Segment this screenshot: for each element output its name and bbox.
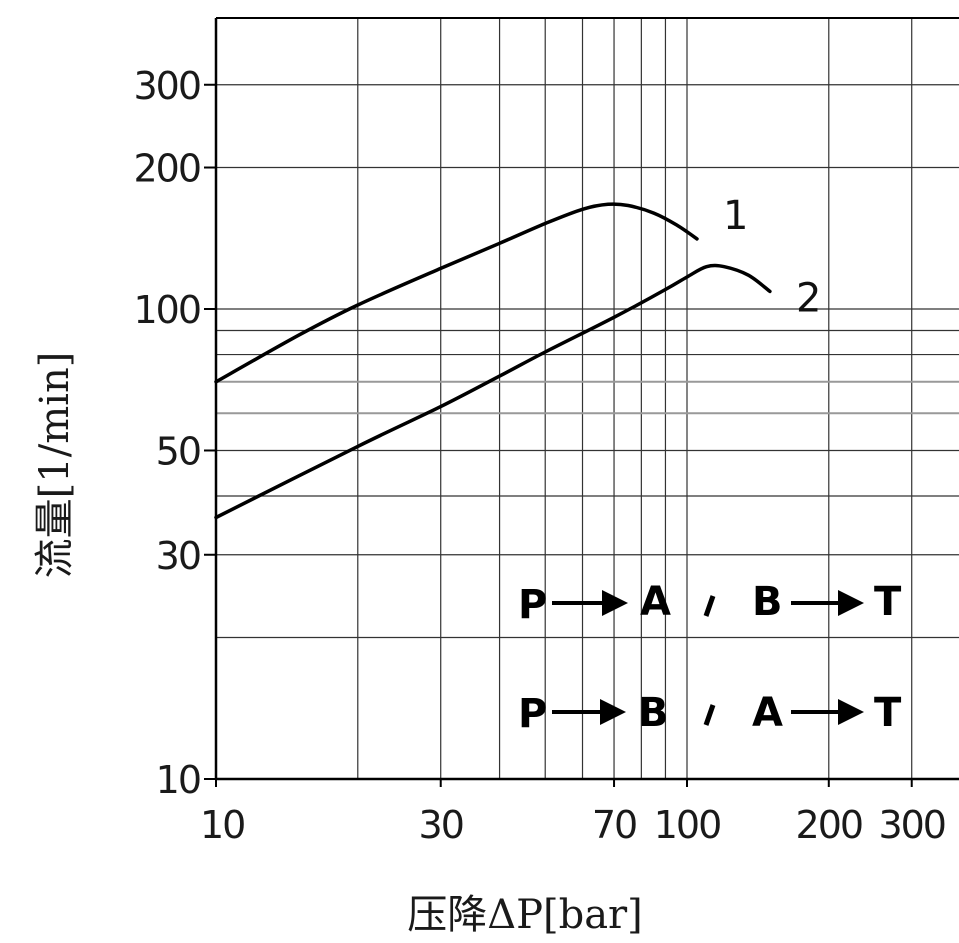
y-tick-label: 50: [156, 429, 200, 473]
tick-labels: 10 30 70 100 200 300 10 30 50 100 200 300: [133, 64, 947, 847]
series-line-2: [214, 263, 772, 520]
x-tick-label: 100: [654, 803, 721, 847]
port-label: P: [518, 691, 547, 737]
y-tick-label: 200: [133, 147, 200, 191]
y-axis-title: 流量[1/min]: [32, 352, 78, 579]
y-tick-label: 30: [156, 534, 200, 578]
arrow-head-icon: [600, 699, 626, 725]
grid: [214, 17, 959, 781]
separator-slash: [703, 595, 716, 617]
port-label: A: [752, 690, 783, 736]
x-tick-label: 30: [419, 803, 463, 847]
port-label: P: [518, 582, 547, 628]
arrow-head-icon: [838, 699, 864, 725]
port-label: T: [874, 579, 902, 625]
series-label-2: 2: [796, 275, 821, 321]
flow-annotation-1: P A B T: [518, 579, 902, 628]
x-axis-title: 压降ΔP[bar]: [407, 892, 643, 938]
port-label: A: [640, 579, 671, 625]
x-tick-label: 300: [878, 803, 945, 847]
y-tick-label: 100: [133, 288, 200, 332]
x-tick-label: 70: [592, 803, 636, 847]
y-tick-label: 300: [133, 64, 200, 108]
separator-slash: [703, 704, 716, 726]
flow-annotation-2: P B A T: [518, 690, 902, 737]
x-tick-label: 10: [200, 803, 244, 847]
y-tick-label: 10: [156, 758, 200, 802]
port-label: B: [638, 690, 669, 736]
x-tick-label: 200: [796, 803, 863, 847]
arrow-head-icon: [602, 590, 628, 616]
port-label: B: [752, 579, 783, 625]
curves: [214, 202, 772, 520]
arrow-head-icon: [838, 590, 864, 616]
series-label-1: 1: [723, 193, 748, 239]
series-line-1: [214, 202, 699, 384]
port-label: T: [874, 690, 902, 736]
